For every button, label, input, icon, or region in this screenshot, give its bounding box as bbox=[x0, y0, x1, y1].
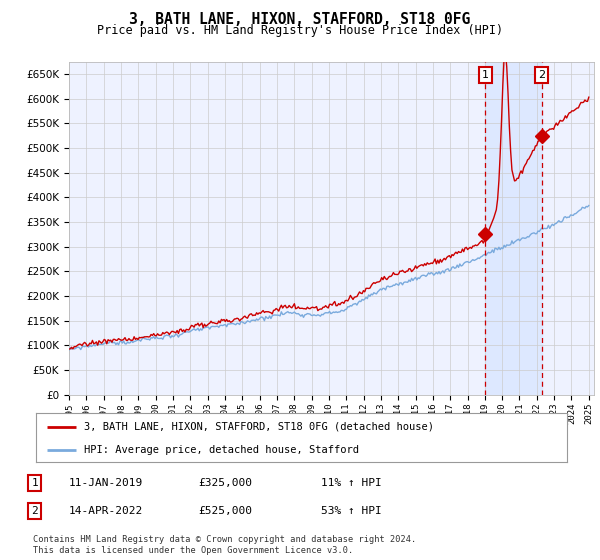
Text: 2: 2 bbox=[31, 506, 38, 516]
Text: 1: 1 bbox=[482, 70, 489, 80]
Text: HPI: Average price, detached house, Stafford: HPI: Average price, detached house, Staf… bbox=[84, 445, 359, 455]
Text: Contains HM Land Registry data © Crown copyright and database right 2024.
This d: Contains HM Land Registry data © Crown c… bbox=[33, 535, 416, 555]
Text: £525,000: £525,000 bbox=[198, 506, 252, 516]
Text: 11% ↑ HPI: 11% ↑ HPI bbox=[321, 478, 382, 488]
Bar bbox=[485, 62, 542, 395]
Text: 2: 2 bbox=[538, 70, 545, 80]
Text: 3, BATH LANE, HIXON, STAFFORD, ST18 0FG (detached house): 3, BATH LANE, HIXON, STAFFORD, ST18 0FG … bbox=[84, 422, 434, 432]
Text: £325,000: £325,000 bbox=[198, 478, 252, 488]
Text: 3, BATH LANE, HIXON, STAFFORD, ST18 0FG: 3, BATH LANE, HIXON, STAFFORD, ST18 0FG bbox=[130, 12, 470, 27]
Text: 14-APR-2022: 14-APR-2022 bbox=[69, 506, 143, 516]
Text: 11-JAN-2019: 11-JAN-2019 bbox=[69, 478, 143, 488]
Text: Price paid vs. HM Land Registry's House Price Index (HPI): Price paid vs. HM Land Registry's House … bbox=[97, 24, 503, 37]
Text: 53% ↑ HPI: 53% ↑ HPI bbox=[321, 506, 382, 516]
Text: 1: 1 bbox=[31, 478, 38, 488]
